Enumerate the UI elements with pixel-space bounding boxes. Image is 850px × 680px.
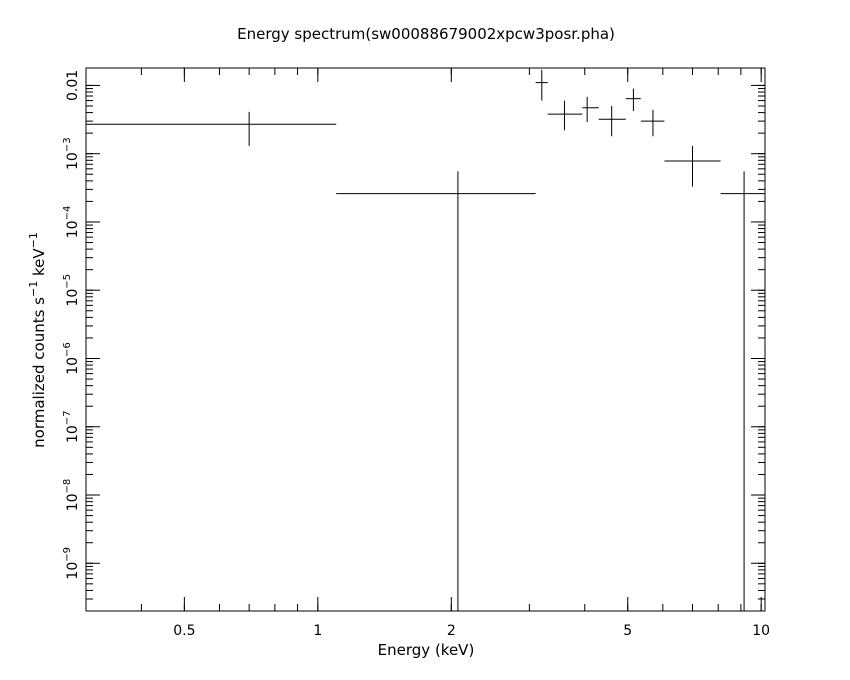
y-tick-exponent: −7: [62, 410, 73, 425]
data-point: [336, 171, 536, 611]
y-tick-base: 0.01: [65, 70, 81, 101]
plot-frame: [85, 67, 766, 612]
data-point: [582, 96, 599, 123]
y-tick-exponent: −8: [62, 479, 73, 494]
data-points: [86, 69, 765, 611]
x-axis: 0.5 1 2 5 10: [173, 68, 770, 639]
y-tick-exponent: −4: [62, 206, 73, 221]
x-axis-label: Energy (keV): [378, 641, 475, 659]
y-tick-label: 10−6: [62, 342, 81, 375]
data-point: [720, 171, 765, 611]
x-tick-label: 2: [447, 623, 456, 639]
x-tick-label: 1: [313, 623, 322, 639]
y-tick-base: 10: [65, 357, 81, 375]
y-tick-label: 10−3: [62, 137, 81, 170]
y-tick-base: 10: [65, 493, 81, 511]
minor-ticks: [85, 68, 765, 612]
y-axis-label: normalized counts s−1 keV−1: [27, 232, 48, 448]
y-tick-label: 10−7: [62, 410, 81, 443]
y-tick-exponent: −3: [62, 137, 73, 152]
x-tick-label: 10: [752, 623, 770, 639]
y-tick-label: 10−9: [62, 547, 81, 580]
y-tick-base: 10: [65, 562, 81, 580]
data-point: [535, 69, 548, 101]
data-point: [86, 111, 337, 146]
data-point: [664, 145, 721, 187]
data-point: [547, 100, 583, 131]
data-point: [625, 88, 641, 112]
x-tick-label: 5: [623, 623, 632, 639]
y-tick-label: 0.01: [65, 70, 81, 101]
chart-title: Energy spectrum(sw00088679002xpcw3posr.p…: [237, 25, 615, 43]
y-tick-exponent: −5: [62, 274, 73, 289]
y-tick-label: 10−4: [62, 206, 81, 239]
x-tick-label: 0.5: [173, 623, 195, 639]
y-tick-base: 10: [65, 220, 81, 238]
y-tick-base: 10: [65, 152, 81, 170]
data-point: [598, 105, 626, 137]
y-tick-exponent: −6: [62, 342, 73, 357]
y-tick-exponent: −9: [62, 547, 73, 562]
y-tick-label: 10−8: [62, 479, 81, 512]
y-tick-label: 10−5: [62, 274, 81, 307]
data-point: [640, 109, 665, 137]
y-tick-base: 10: [65, 289, 81, 307]
y-tick-base: 10: [65, 425, 81, 443]
